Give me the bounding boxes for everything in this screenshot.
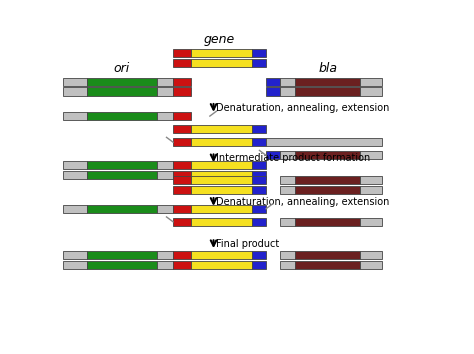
Bar bbox=[156, 205, 173, 213]
Bar bbox=[63, 205, 87, 213]
Bar bbox=[156, 161, 173, 169]
Bar bbox=[252, 138, 266, 146]
Bar bbox=[295, 176, 360, 184]
Bar bbox=[87, 205, 156, 213]
Bar bbox=[87, 87, 156, 96]
Text: Intermediate product formation: Intermediate product formation bbox=[217, 153, 371, 163]
Bar bbox=[252, 205, 266, 213]
Bar bbox=[191, 185, 252, 194]
Bar bbox=[191, 205, 252, 213]
Bar bbox=[191, 261, 252, 269]
Bar bbox=[156, 87, 173, 96]
Bar bbox=[173, 261, 191, 269]
Bar bbox=[280, 151, 295, 159]
Bar bbox=[191, 161, 252, 169]
Bar bbox=[87, 161, 156, 169]
Bar bbox=[280, 78, 295, 86]
Bar bbox=[266, 78, 280, 86]
Bar bbox=[252, 171, 266, 179]
Bar bbox=[360, 251, 382, 259]
Bar bbox=[156, 112, 173, 120]
Bar bbox=[252, 49, 266, 57]
Bar bbox=[87, 112, 156, 120]
Bar bbox=[252, 59, 266, 67]
Bar bbox=[191, 218, 252, 226]
Bar bbox=[252, 161, 266, 169]
Bar bbox=[252, 251, 266, 259]
Bar bbox=[173, 171, 191, 179]
Bar bbox=[295, 185, 360, 194]
Bar bbox=[280, 87, 295, 96]
Bar bbox=[360, 87, 382, 96]
Bar bbox=[252, 261, 266, 269]
Bar bbox=[280, 176, 295, 184]
Bar bbox=[280, 251, 295, 259]
Bar bbox=[360, 151, 382, 159]
Bar bbox=[295, 218, 360, 226]
Text: bla: bla bbox=[318, 62, 337, 75]
Text: gene: gene bbox=[204, 33, 235, 46]
Bar bbox=[63, 87, 87, 96]
Bar bbox=[266, 138, 382, 146]
Bar bbox=[360, 176, 382, 184]
Bar bbox=[360, 185, 382, 194]
Bar bbox=[87, 261, 156, 269]
Bar bbox=[173, 87, 191, 96]
Bar bbox=[173, 78, 191, 86]
Bar bbox=[360, 78, 382, 86]
Bar bbox=[266, 151, 280, 159]
Text: Denaturation, annealing, extension: Denaturation, annealing, extension bbox=[217, 197, 390, 207]
Bar bbox=[191, 176, 252, 184]
Bar bbox=[295, 151, 360, 159]
Bar bbox=[173, 176, 191, 184]
Bar bbox=[63, 161, 87, 169]
Bar bbox=[87, 171, 156, 179]
Bar bbox=[173, 59, 191, 67]
Bar bbox=[191, 138, 252, 146]
Bar bbox=[252, 125, 266, 133]
Bar bbox=[156, 78, 173, 86]
Bar bbox=[266, 87, 280, 96]
Bar bbox=[280, 218, 295, 226]
Bar bbox=[280, 185, 295, 194]
Bar bbox=[173, 112, 191, 120]
Bar bbox=[252, 218, 266, 226]
Bar bbox=[360, 218, 382, 226]
Bar bbox=[63, 112, 87, 120]
Bar bbox=[63, 251, 87, 259]
Bar bbox=[360, 261, 382, 269]
Bar bbox=[87, 251, 156, 259]
Bar bbox=[156, 251, 173, 259]
Bar bbox=[173, 138, 191, 146]
Bar bbox=[191, 59, 252, 67]
Bar bbox=[173, 251, 191, 259]
Bar bbox=[63, 261, 87, 269]
Bar bbox=[173, 49, 191, 57]
Bar bbox=[173, 218, 191, 226]
Bar bbox=[173, 125, 191, 133]
Bar bbox=[295, 261, 360, 269]
Text: ori: ori bbox=[114, 62, 130, 75]
Bar bbox=[191, 125, 252, 133]
Bar bbox=[63, 78, 87, 86]
Bar bbox=[173, 185, 191, 194]
Text: Final product: Final product bbox=[217, 239, 280, 249]
Text: Denaturation, annealing, extension: Denaturation, annealing, extension bbox=[217, 103, 390, 113]
Bar bbox=[173, 205, 191, 213]
Bar bbox=[191, 251, 252, 259]
Bar bbox=[280, 261, 295, 269]
Bar bbox=[295, 251, 360, 259]
Bar bbox=[191, 49, 252, 57]
Bar bbox=[87, 78, 156, 86]
Bar bbox=[252, 176, 266, 184]
Bar bbox=[295, 87, 360, 96]
Bar bbox=[156, 171, 173, 179]
Bar bbox=[156, 261, 173, 269]
Bar bbox=[173, 161, 191, 169]
Bar bbox=[191, 171, 252, 179]
Bar bbox=[252, 185, 266, 194]
Bar bbox=[63, 171, 87, 179]
Bar bbox=[295, 78, 360, 86]
